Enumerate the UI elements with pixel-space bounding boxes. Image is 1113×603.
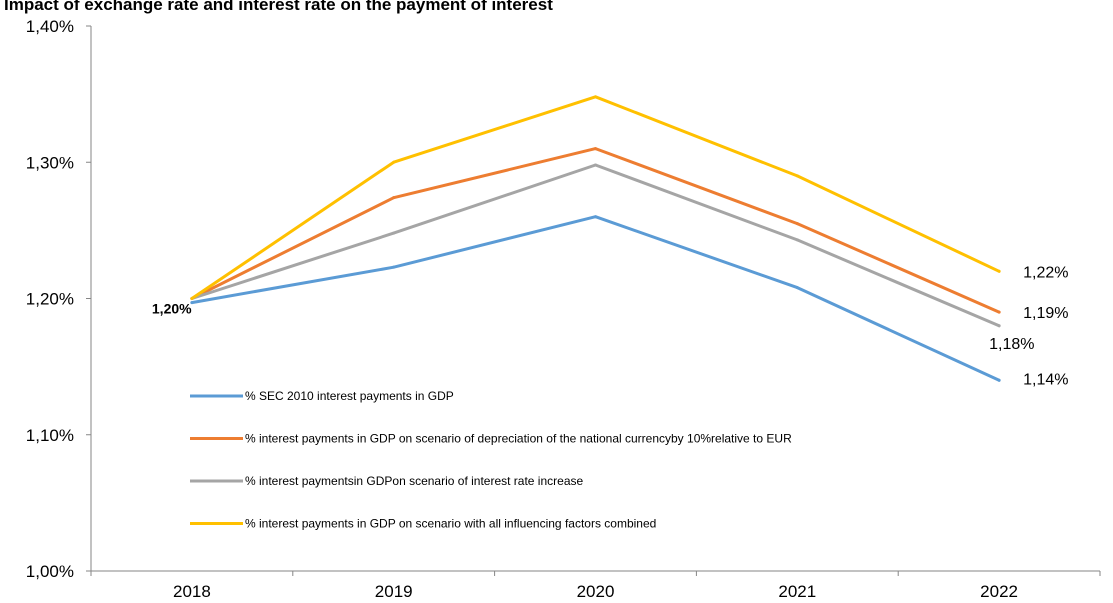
y-tick-label: 1,10%: [26, 426, 74, 445]
series-line-3: [190, 163, 1001, 328]
y-tick-label: 1,00%: [26, 562, 74, 581]
data-points: [190, 95, 1001, 382]
x-tick-label: 2020: [577, 582, 615, 601]
data-point: [795, 174, 799, 178]
legend-entry: % SEC 2010 interest payments in GDP: [245, 389, 454, 403]
data-point: [997, 310, 1001, 314]
y-tick-label: 1,30%: [26, 153, 74, 172]
data-point: [190, 297, 194, 300]
x-axis-ticks: 2018 2019 2020 2021 2022: [90, 571, 1101, 601]
legend-entry: % interest paymentsin GDPon scenario of …: [245, 474, 583, 488]
data-point: [392, 196, 396, 200]
data-label: 1,19%: [1023, 305, 1068, 322]
data-point: [392, 160, 396, 164]
chart-title: Impact of exchange rate and interest rat…: [4, 0, 553, 14]
y-tick-label: 1,20%: [26, 290, 74, 309]
data-point: [997, 324, 1001, 328]
legend-entry: % interest payments in GDP on scenario w…: [245, 517, 656, 531]
data-point: [795, 222, 799, 226]
data-point: [392, 231, 396, 235]
data-point: [997, 378, 1001, 382]
legend-entry: % interest payments in GDP on scenario o…: [245, 432, 792, 446]
data-label: 1,18%: [989, 336, 1034, 353]
data-point: [594, 215, 597, 219]
x-tick-label: 2019: [375, 582, 413, 601]
data-label: 1,14%: [1023, 371, 1068, 388]
y-tick-label: 1,40%: [26, 17, 74, 36]
series-line-4: [190, 95, 1001, 300]
x-tick-label: 2022: [980, 582, 1018, 601]
data-labels: 1,20% 1,22% 1,19% 1,18% 1,14%: [152, 264, 1069, 388]
x-tick-label: 2021: [778, 582, 816, 601]
series-group: [190, 95, 1001, 382]
data-point: [594, 147, 597, 151]
legend: % SEC 2010 interest payments in GDP % int…: [190, 389, 792, 531]
data-point: [997, 269, 1001, 273]
data-label: 1,22%: [1023, 264, 1068, 281]
y-axis-ticks: 1,00% 1,10% 1,20% 1,30% 1,40%: [26, 17, 91, 581]
data-point: [795, 238, 799, 242]
series-line-2: [190, 147, 1001, 314]
data-point: [190, 301, 194, 305]
data-point: [795, 286, 799, 290]
data-point: [594, 163, 597, 167]
data-label: 1,20%: [152, 301, 192, 317]
data-point: [392, 265, 396, 269]
series-line-1: [190, 215, 1001, 382]
data-point: [594, 95, 597, 99]
x-tick-label: 2018: [173, 582, 211, 601]
